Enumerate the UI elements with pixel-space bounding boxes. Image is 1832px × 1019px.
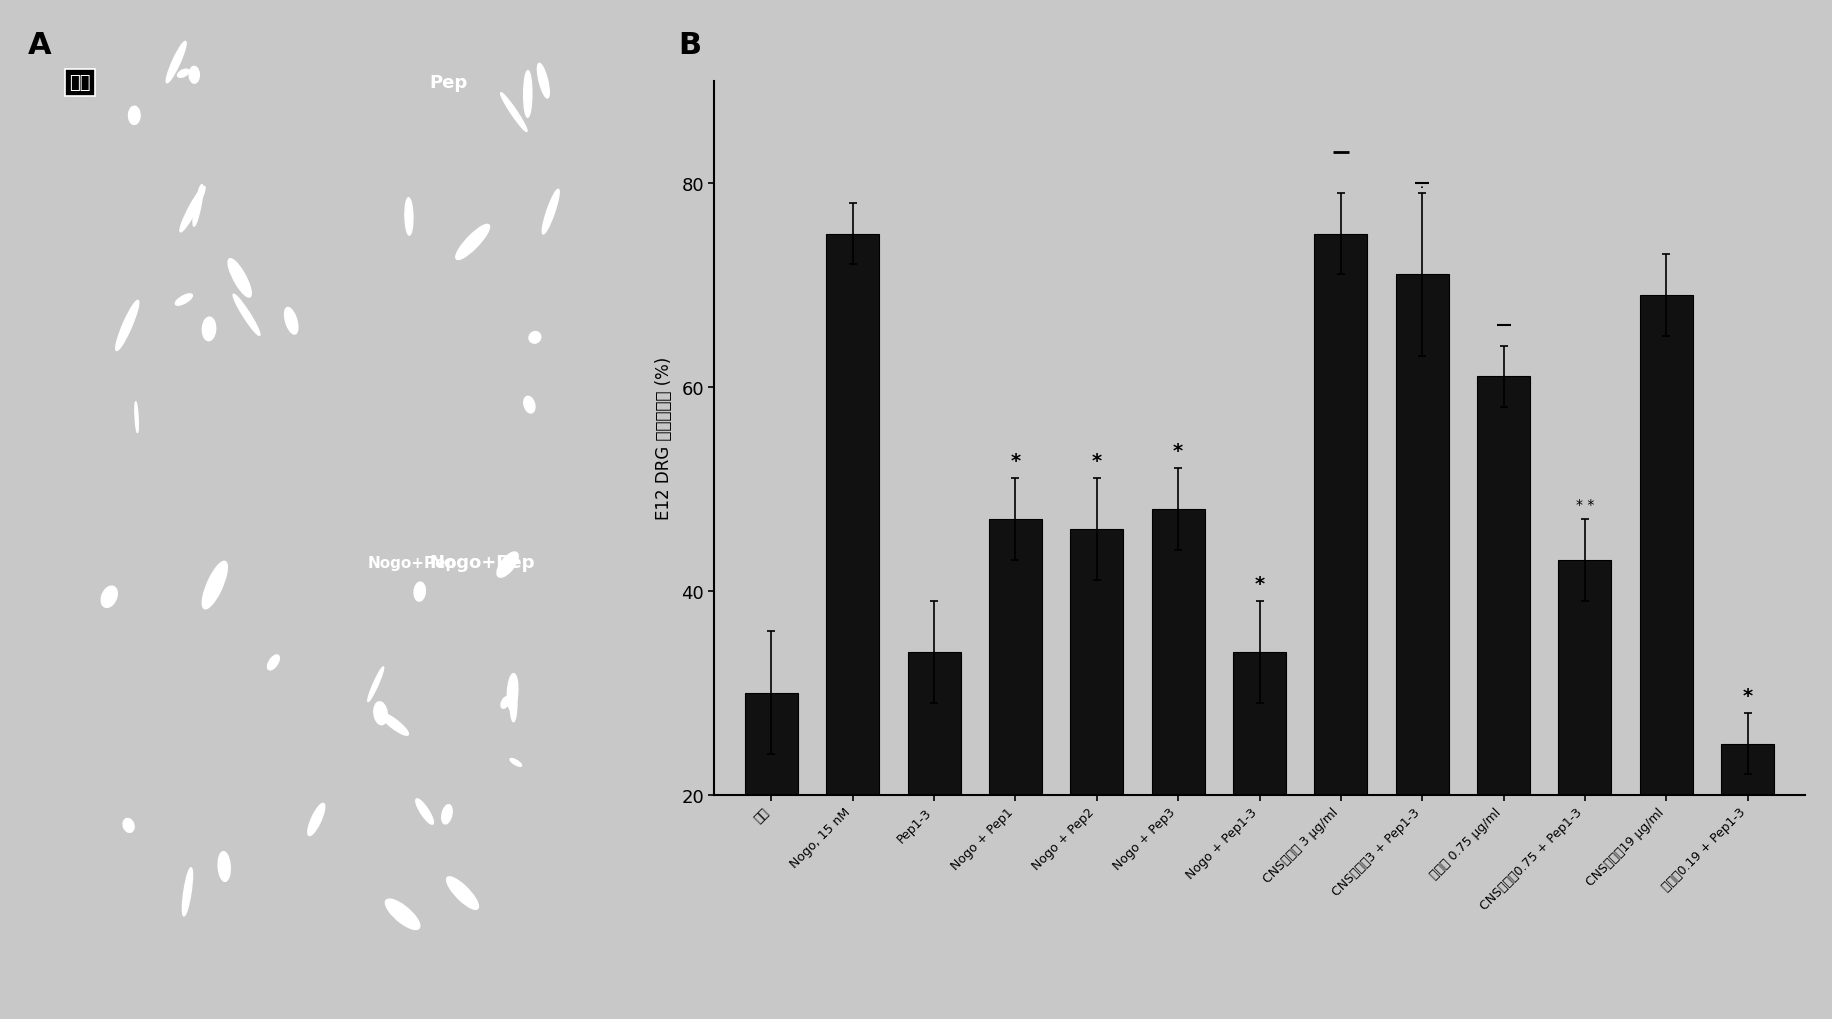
Ellipse shape <box>101 587 117 607</box>
Bar <box>1720 744 1773 795</box>
Text: B: B <box>678 31 702 59</box>
Text: *: * <box>1742 686 1753 705</box>
Ellipse shape <box>218 852 231 881</box>
Ellipse shape <box>456 225 489 260</box>
Bar <box>1152 510 1205 795</box>
Ellipse shape <box>537 64 550 99</box>
Ellipse shape <box>308 804 324 836</box>
Ellipse shape <box>178 70 189 78</box>
Ellipse shape <box>524 71 531 118</box>
Ellipse shape <box>374 702 387 725</box>
Ellipse shape <box>542 191 559 234</box>
Ellipse shape <box>524 397 535 414</box>
Ellipse shape <box>447 877 478 909</box>
Bar <box>1070 530 1123 795</box>
Ellipse shape <box>115 301 139 352</box>
Bar <box>1396 275 1449 795</box>
Ellipse shape <box>529 332 540 343</box>
Bar <box>1233 652 1286 795</box>
Text: Pep: Pep <box>429 74 467 93</box>
Text: *: * <box>1092 451 1101 471</box>
Ellipse shape <box>167 43 187 84</box>
Ellipse shape <box>368 667 383 702</box>
Bar <box>826 234 879 795</box>
Text: Nogo+Pep: Nogo+Pep <box>429 553 535 572</box>
Ellipse shape <box>496 552 518 578</box>
Bar <box>989 520 1042 795</box>
Bar <box>1559 560 1612 795</box>
Ellipse shape <box>500 94 528 132</box>
Text: Nogo+Pep: Nogo+Pep <box>366 555 456 571</box>
Ellipse shape <box>136 403 139 433</box>
Ellipse shape <box>189 67 200 85</box>
Bar <box>1477 377 1530 795</box>
Ellipse shape <box>414 583 425 601</box>
Ellipse shape <box>405 199 412 235</box>
Bar <box>907 652 960 795</box>
Ellipse shape <box>267 655 278 671</box>
Text: 对照: 对照 <box>70 74 90 93</box>
Bar <box>1640 296 1693 795</box>
Ellipse shape <box>192 185 203 227</box>
Text: * *: * * <box>1576 497 1594 512</box>
Text: A: A <box>27 31 51 59</box>
Ellipse shape <box>227 260 251 298</box>
Ellipse shape <box>379 713 409 736</box>
Ellipse shape <box>183 868 192 916</box>
Bar <box>746 693 799 795</box>
Text: *: * <box>1172 441 1183 461</box>
Ellipse shape <box>385 899 420 929</box>
Ellipse shape <box>416 799 434 824</box>
Ellipse shape <box>509 681 517 722</box>
Y-axis label: E12 DRG 生长锥破坏 (%): E12 DRG 生长锥破坏 (%) <box>656 357 672 520</box>
Text: *: * <box>1255 574 1264 593</box>
Ellipse shape <box>284 308 299 334</box>
Ellipse shape <box>442 805 453 824</box>
Ellipse shape <box>509 759 522 766</box>
Ellipse shape <box>202 561 227 609</box>
Text: *: * <box>1011 451 1020 471</box>
Ellipse shape <box>202 318 216 341</box>
Ellipse shape <box>123 818 134 833</box>
Ellipse shape <box>500 697 509 708</box>
Bar <box>1314 234 1367 795</box>
Ellipse shape <box>507 674 518 711</box>
Ellipse shape <box>176 294 192 306</box>
Ellipse shape <box>233 294 260 336</box>
Ellipse shape <box>128 107 139 125</box>
Ellipse shape <box>180 187 205 232</box>
